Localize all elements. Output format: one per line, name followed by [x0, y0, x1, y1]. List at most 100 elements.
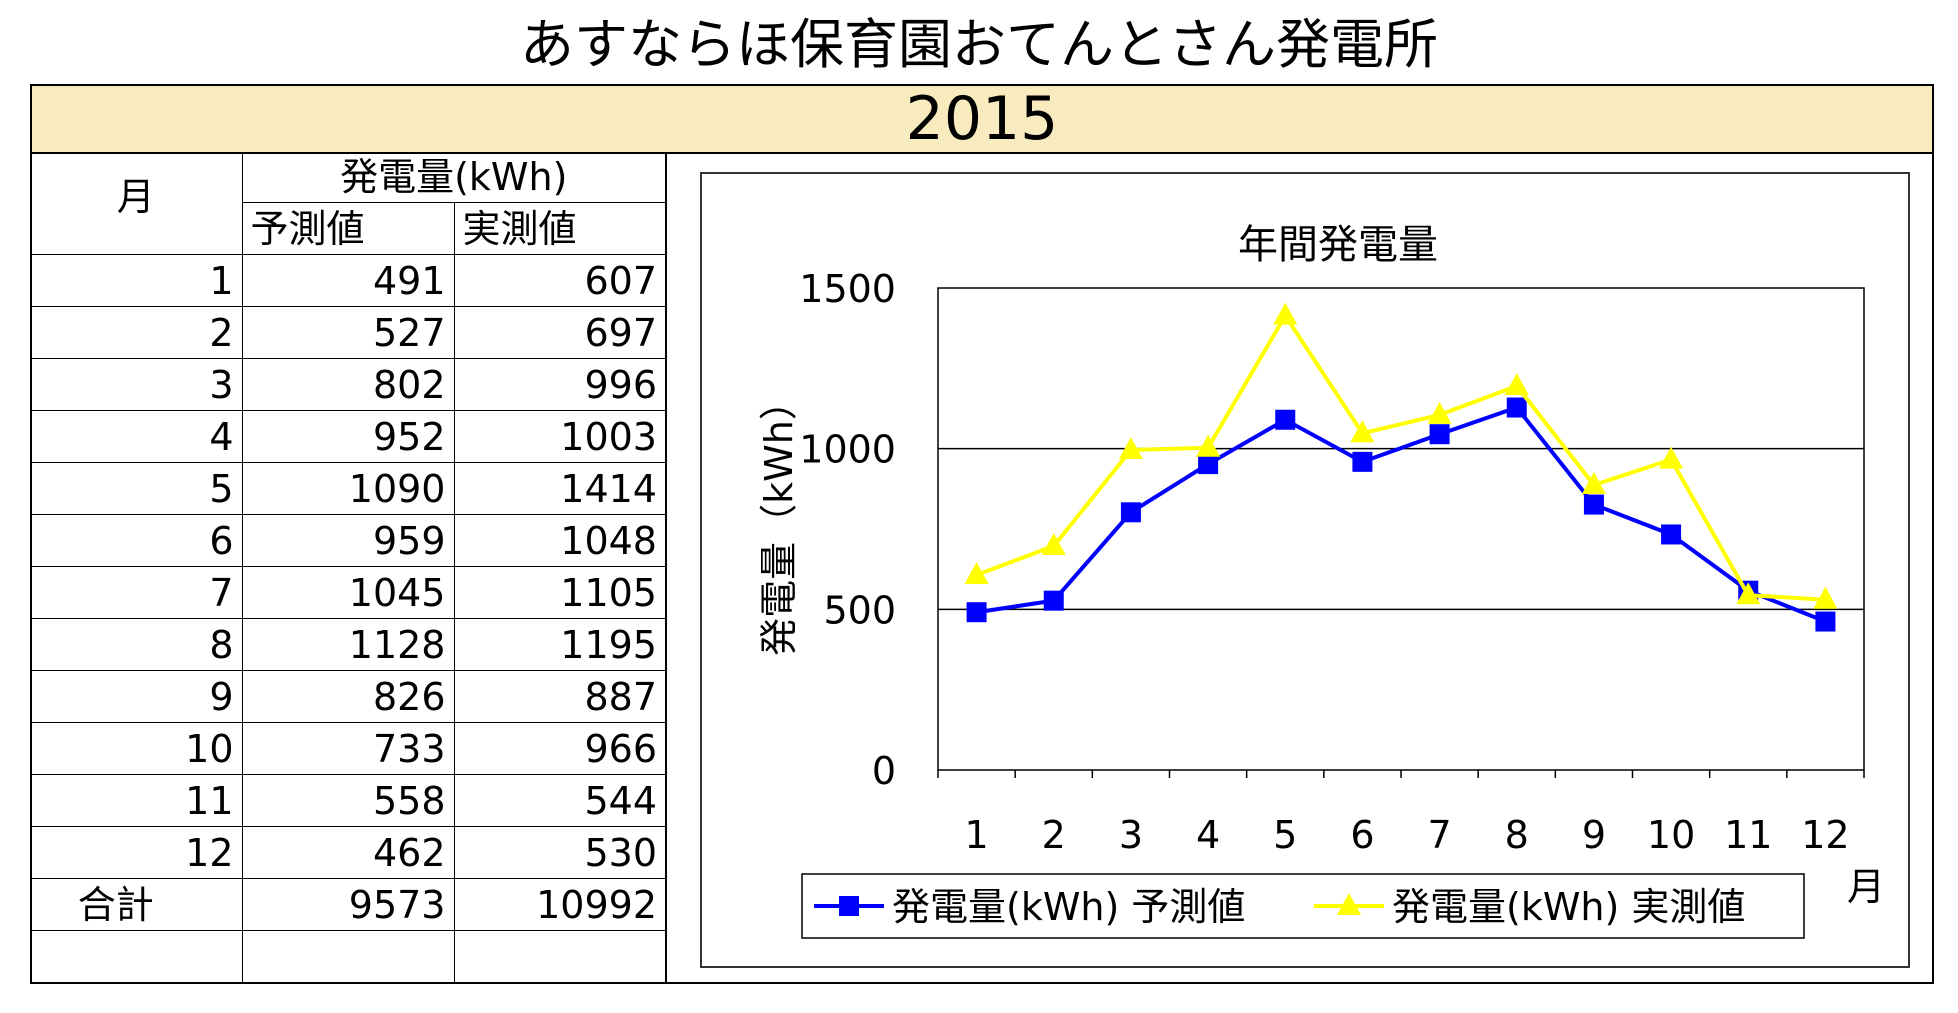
data-point-forecast	[1661, 524, 1682, 545]
data-point-actual	[1350, 420, 1375, 443]
table-row: 8 1128 1195	[30, 618, 667, 671]
forecast-cell: 491	[241, 254, 455, 307]
total-row: 合計 9573 10992	[30, 878, 667, 931]
page-title: あすならほ保育園おてんとさん発電所	[520, 13, 1438, 76]
forecast-cell: 733	[241, 722, 455, 775]
data-point-actual	[964, 561, 989, 584]
table-row: 11 558 544	[30, 774, 667, 827]
forecast-cell: 1090	[241, 462, 455, 515]
month-cell: 5	[30, 462, 243, 515]
table-row: 9 826 887	[30, 670, 667, 723]
generation-header: 発電量(kWh)	[241, 152, 667, 203]
data-point-actual	[1196, 434, 1221, 457]
month-cell: 8	[30, 618, 243, 671]
actual-cell: 966	[453, 722, 667, 775]
actual-cell: 697	[453, 306, 667, 359]
x-tick-label: 4	[1196, 813, 1220, 857]
table-row: 7 1045 1105	[30, 566, 667, 619]
data-point-actual	[1659, 446, 1684, 469]
forecast-cell: 462	[241, 826, 455, 879]
month-cell: 4	[30, 410, 243, 463]
blank-cell	[453, 930, 667, 983]
data-point-forecast	[1815, 611, 1836, 632]
month-cell: 7	[30, 566, 243, 619]
x-tick-label: 5	[1273, 813, 1297, 857]
table-row: 3 802 996	[30, 358, 667, 411]
data-point-actual	[1118, 436, 1143, 459]
blank-cell	[241, 930, 455, 983]
x-tick-label: 2	[1042, 813, 1066, 857]
actual-cell: 530	[453, 826, 667, 879]
table-row: 6 959 1048	[30, 514, 667, 567]
data-point-actual	[1041, 533, 1066, 556]
plot-area	[937, 287, 1865, 771]
series-line-2	[975, 311, 1826, 602]
x-tick-label: 1	[964, 813, 988, 857]
legend-label: 発電量(kWh) 予測値	[892, 885, 1245, 929]
data-point-actual	[1273, 302, 1298, 325]
data-point-actual	[1813, 586, 1838, 609]
month-cell: 11	[30, 774, 243, 827]
table-row: 12 462 530	[30, 826, 667, 879]
data-point-actual	[1504, 373, 1529, 396]
x-tick-label: 11	[1724, 813, 1772, 857]
data-point-forecast	[1506, 397, 1527, 418]
data-point-actual	[1736, 582, 1761, 605]
actual-header: 実測値	[453, 202, 667, 255]
month-cell: 10	[30, 722, 243, 775]
data-point-forecast	[1120, 502, 1141, 523]
blank-row	[30, 930, 667, 983]
report-frame: 2015	[30, 84, 1934, 984]
generation-table: 月 発電量(kWh) 予測値 実測値 1 491 607 2 527 697 3 802 996…	[30, 152, 667, 983]
table-row: 5 1090 1414	[30, 462, 667, 515]
x-tick-label: 8	[1505, 813, 1529, 857]
y-tick-label: 1500	[799, 267, 896, 311]
forecast-header: 予測値	[242, 202, 455, 255]
x-tick-label: 7	[1427, 813, 1451, 857]
table-row: 10 733 966	[30, 722, 667, 775]
legend-marker-triangle	[1337, 893, 1361, 915]
forecast-cell: 1045	[241, 566, 455, 619]
x-tick-label: 12	[1801, 813, 1849, 857]
month-cell: 9	[30, 670, 243, 723]
data-point-forecast	[1043, 590, 1064, 611]
legend-box	[801, 873, 1805, 939]
forecast-cell: 826	[241, 670, 455, 723]
actual-cell: 1195	[453, 618, 667, 671]
actual-cell: 1003	[453, 410, 667, 463]
year-banner: 2015	[32, 86, 1932, 154]
month-header: 月	[30, 152, 243, 255]
data-point-forecast	[1275, 409, 1296, 430]
actual-cell: 996	[453, 358, 667, 411]
blank-cell	[30, 930, 243, 983]
data-point-forecast	[1198, 454, 1219, 475]
actual-cell: 1414	[453, 462, 667, 515]
data-point-forecast	[1429, 424, 1450, 445]
forecast-cell: 802	[241, 358, 455, 411]
forecast-cell: 558	[241, 774, 455, 827]
forecast-cell: 527	[241, 306, 455, 359]
actual-cell: 544	[453, 774, 667, 827]
y-axis-label: 発電量（kWh）	[757, 382, 801, 656]
data-point-actual	[1581, 471, 1606, 494]
actual-cell: 607	[453, 254, 667, 307]
x-tick-label: 10	[1647, 813, 1695, 857]
chart-title: 年間発電量	[1238, 222, 1438, 268]
chart-area: 年間発電量 0 500 1000 1500 1 2 3 4 5 6 7 8 9 10 11 12 月発電量（kWh…	[700, 172, 1910, 968]
x-tick-label: 6	[1350, 813, 1374, 857]
total-label: 合計	[30, 878, 243, 931]
month-cell: 1	[30, 254, 243, 307]
y-tick-label: 0	[872, 749, 896, 793]
actual-cell: 887	[453, 670, 667, 723]
total-actual: 10992	[453, 878, 667, 931]
data-point-forecast	[966, 602, 987, 623]
total-forecast: 9573	[241, 878, 455, 931]
month-cell: 2	[30, 306, 243, 359]
month-cell: 12	[30, 826, 243, 879]
x-tick-label: 9	[1582, 813, 1606, 857]
table-row: 4 952 1003	[30, 410, 667, 463]
forecast-cell: 959	[241, 514, 455, 567]
x-axis-label: 月	[1847, 865, 1885, 909]
data-point-actual	[1427, 401, 1452, 424]
